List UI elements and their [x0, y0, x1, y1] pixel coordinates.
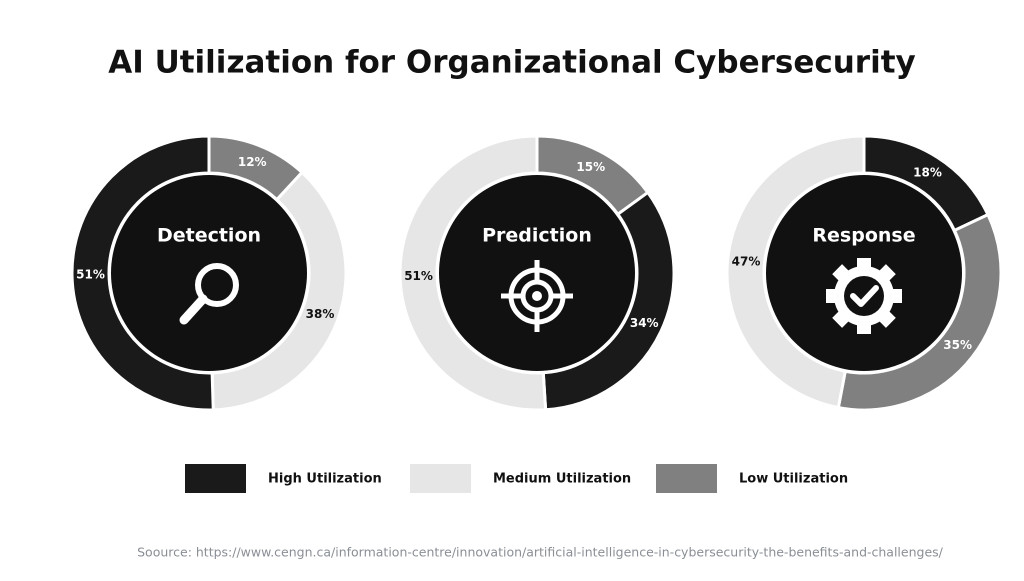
slice-label: 38%: [306, 307, 335, 321]
donut-title: Detection: [157, 225, 261, 247]
legend-swatch: [656, 464, 717, 493]
slice-label: 47%: [732, 254, 761, 268]
donut-slice: [541, 190, 676, 412]
slice-label: 35%: [943, 338, 972, 352]
slice-label: 51%: [76, 267, 105, 281]
legend-swatch: [410, 464, 471, 493]
donut-title: Response: [812, 225, 915, 247]
gear-check-icon: [826, 258, 902, 334]
legend-label: Low Utilization: [739, 472, 848, 487]
icons: [179, 258, 902, 334]
donut-title: Prediction: [482, 225, 592, 247]
slice-label: 12%: [238, 155, 267, 169]
legend-label: High Utilization: [268, 472, 382, 487]
target-icon: [501, 260, 573, 332]
donut-slice: [398, 134, 548, 412]
page-title: AI Utilization for Organizational Cybers…: [108, 45, 916, 81]
donut-center: [111, 175, 307, 371]
slice-label: 34%: [630, 316, 659, 330]
slice-label: 15%: [576, 160, 605, 174]
source-note: Soource: https://www.cengn.ca/informatio…: [137, 545, 944, 560]
donut-slice: [70, 134, 215, 412]
legend-label: Medium Utilization: [493, 472, 631, 487]
slice-label: 18%: [913, 165, 942, 179]
donut-slice: [725, 134, 866, 410]
slice-label: 51%: [404, 269, 433, 283]
legend-swatch: [185, 464, 246, 493]
donut-slice: [210, 170, 348, 412]
magnifier-icon: [179, 263, 239, 325]
